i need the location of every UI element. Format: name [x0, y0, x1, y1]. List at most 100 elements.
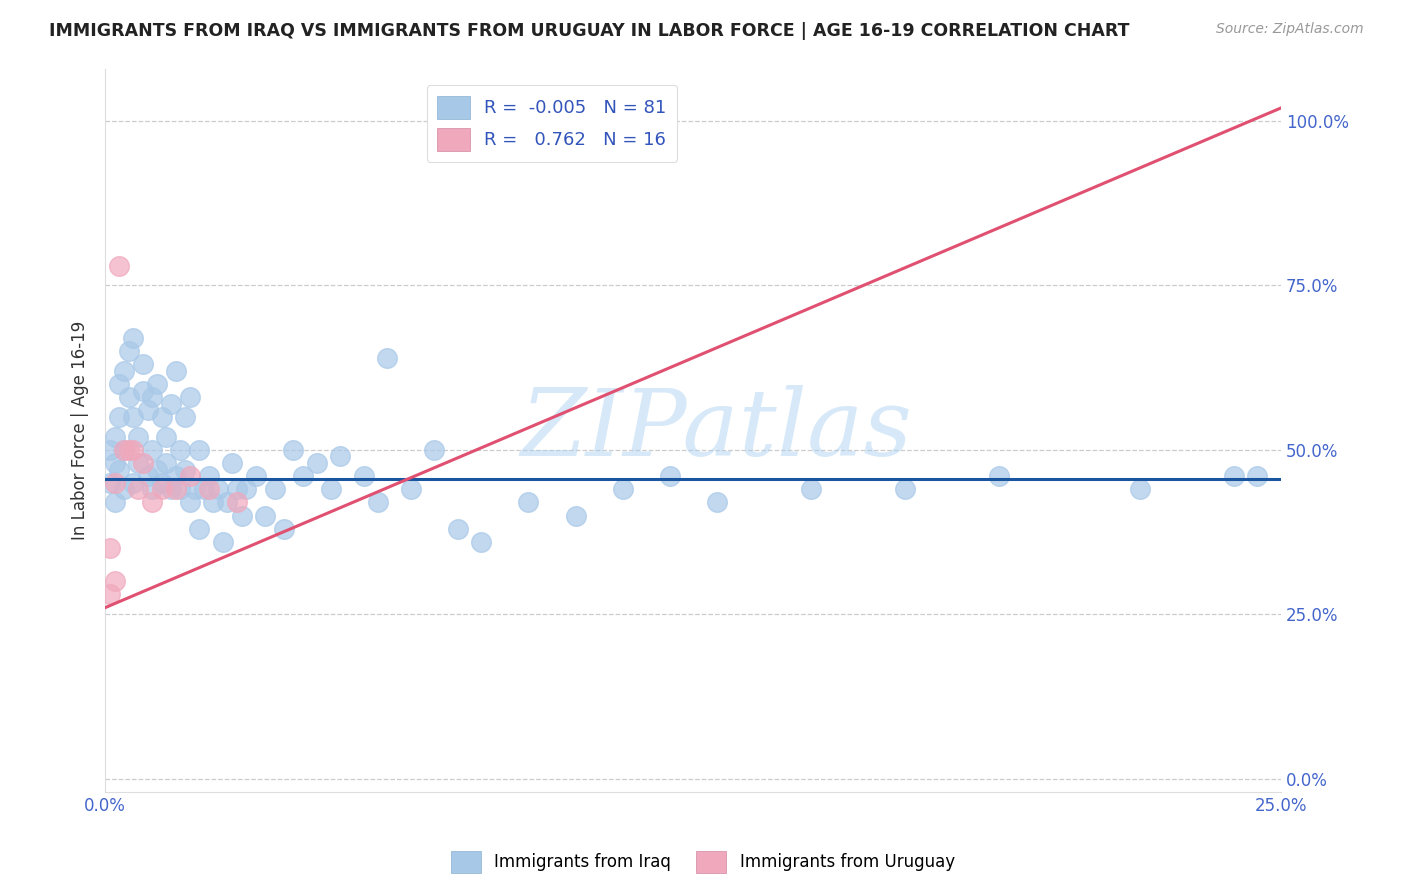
Point	[179, 390, 201, 404]
Point	[132, 384, 155, 398]
Point	[1223, 469, 1246, 483]
Point	[183, 483, 205, 497]
Point	[893, 483, 915, 497]
Point	[217, 495, 239, 509]
Point	[169, 442, 191, 457]
Point	[127, 430, 149, 444]
Point	[231, 508, 253, 523]
Point	[188, 522, 211, 536]
Point	[202, 495, 225, 509]
Point	[245, 469, 267, 483]
Point	[118, 390, 141, 404]
Point	[127, 483, 149, 497]
Point	[98, 541, 121, 556]
Point	[367, 495, 389, 509]
Point	[564, 508, 586, 523]
Point	[141, 442, 163, 457]
Point	[108, 377, 131, 392]
Point	[179, 495, 201, 509]
Point	[104, 456, 127, 470]
Point	[800, 483, 823, 497]
Point	[658, 469, 681, 483]
Point	[122, 331, 145, 345]
Point	[517, 495, 540, 509]
Point	[211, 534, 233, 549]
Point	[112, 483, 135, 497]
Point	[207, 483, 229, 497]
Point	[98, 587, 121, 601]
Point	[254, 508, 277, 523]
Legend: Immigrants from Iraq, Immigrants from Uruguay: Immigrants from Iraq, Immigrants from Ur…	[444, 845, 962, 880]
Point	[146, 377, 169, 392]
Point	[104, 475, 127, 490]
Point	[1129, 483, 1152, 497]
Point	[319, 483, 342, 497]
Point	[174, 409, 197, 424]
Point	[141, 390, 163, 404]
Point	[141, 495, 163, 509]
Point	[263, 483, 285, 497]
Point	[155, 456, 177, 470]
Point	[188, 442, 211, 457]
Point	[112, 442, 135, 457]
Point	[122, 475, 145, 490]
Point	[225, 483, 247, 497]
Point	[165, 469, 187, 483]
Point	[197, 469, 219, 483]
Text: IMMIGRANTS FROM IRAQ VS IMMIGRANTS FROM URUGUAY IN LABOR FORCE | AGE 16-19 CORRE: IMMIGRANTS FROM IRAQ VS IMMIGRANTS FROM …	[49, 22, 1129, 40]
Point	[160, 397, 183, 411]
Point	[155, 430, 177, 444]
Point	[118, 442, 141, 457]
Point	[122, 409, 145, 424]
Point	[108, 462, 131, 476]
Y-axis label: In Labor Force | Age 16-19: In Labor Force | Age 16-19	[72, 320, 89, 540]
Point	[118, 344, 141, 359]
Point	[283, 442, 305, 457]
Point	[612, 483, 634, 497]
Point	[706, 495, 728, 509]
Text: Source: ZipAtlas.com: Source: ZipAtlas.com	[1216, 22, 1364, 37]
Point	[423, 442, 446, 457]
Point	[104, 430, 127, 444]
Point	[273, 522, 295, 536]
Point	[329, 450, 352, 464]
Point	[98, 475, 121, 490]
Point	[98, 442, 121, 457]
Point	[1246, 469, 1268, 483]
Point	[377, 351, 399, 365]
Point	[146, 462, 169, 476]
Point	[399, 483, 422, 497]
Point	[197, 483, 219, 497]
Point	[104, 495, 127, 509]
Point	[136, 403, 159, 417]
Point	[112, 364, 135, 378]
Point	[108, 259, 131, 273]
Point	[193, 483, 215, 497]
Point	[221, 456, 243, 470]
Point	[225, 495, 247, 509]
Point	[291, 469, 314, 483]
Point	[353, 469, 375, 483]
Point	[132, 456, 155, 470]
Point	[136, 469, 159, 483]
Point	[169, 483, 191, 497]
Point	[179, 469, 201, 483]
Point	[112, 442, 135, 457]
Point	[174, 462, 197, 476]
Point	[108, 409, 131, 424]
Point	[150, 475, 173, 490]
Point	[165, 364, 187, 378]
Point	[132, 357, 155, 371]
Point	[165, 483, 187, 497]
Point	[122, 442, 145, 457]
Point	[104, 574, 127, 589]
Point	[150, 483, 173, 497]
Point	[127, 456, 149, 470]
Point	[987, 469, 1010, 483]
Point	[447, 522, 470, 536]
Point	[470, 534, 492, 549]
Point	[160, 483, 183, 497]
Text: ZIPatlas: ZIPatlas	[520, 385, 912, 475]
Point	[150, 409, 173, 424]
Point	[305, 456, 328, 470]
